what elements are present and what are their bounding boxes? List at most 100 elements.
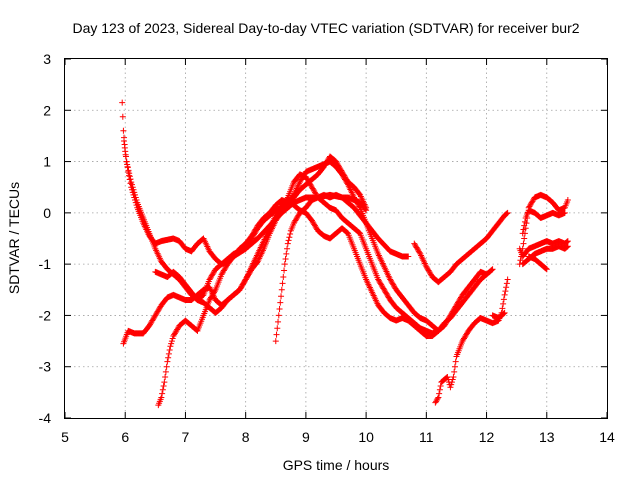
series-arc-h (432, 276, 511, 406)
data-point (500, 310, 507, 317)
data-point (282, 256, 289, 263)
series-arc-i (489, 309, 508, 321)
data-point (285, 237, 292, 244)
data-point (517, 257, 524, 264)
x-tick-label: 14 (599, 429, 615, 445)
data-point (162, 368, 169, 375)
y-tick-label: 2 (43, 102, 51, 118)
data-point (281, 267, 288, 274)
data-point (504, 276, 511, 283)
data-point (521, 218, 528, 225)
data-point (168, 338, 175, 345)
data-point (131, 189, 138, 196)
data-point (500, 300, 507, 307)
data-point (436, 390, 443, 397)
data-point (451, 368, 458, 375)
data-point (132, 194, 139, 201)
data-series (119, 99, 571, 409)
data-point (434, 395, 441, 402)
data-point (277, 299, 284, 306)
data-point (119, 113, 126, 120)
x-tick-label: 9 (302, 429, 310, 445)
data-point (124, 164, 131, 171)
y-tick-label: 3 (43, 51, 51, 67)
data-point (162, 373, 169, 380)
data-point (286, 234, 293, 241)
data-point (363, 207, 370, 214)
data-point (124, 161, 131, 168)
data-point (503, 284, 510, 291)
data-point (521, 235, 528, 242)
data-point (284, 240, 291, 247)
data-point (500, 296, 507, 303)
data-point (126, 173, 133, 180)
data-point (451, 363, 458, 370)
y-tick-label: -3 (39, 359, 52, 375)
y-tick-label: 0 (43, 205, 51, 221)
data-point (165, 354, 172, 361)
data-point (564, 197, 571, 204)
series-arc-j (516, 191, 571, 268)
data-point (281, 261, 288, 268)
data-point (164, 358, 171, 365)
data-point (121, 138, 128, 145)
x-tick-label: 5 (61, 429, 69, 445)
y-tick-label: -2 (39, 307, 52, 323)
data-point (284, 245, 291, 252)
data-point (287, 231, 294, 238)
data-point (133, 197, 140, 204)
data-point (436, 386, 443, 393)
data-point (129, 184, 136, 191)
x-tick-label: 8 (242, 429, 250, 445)
data-point (503, 280, 510, 287)
data-point (435, 327, 442, 334)
data-point (543, 265, 550, 272)
data-point (167, 343, 174, 350)
data-point (447, 384, 454, 391)
data-point (405, 253, 412, 260)
data-point (520, 226, 527, 233)
data-point (444, 373, 451, 380)
y-tick-label: -1 (39, 256, 52, 272)
data-point (502, 288, 509, 295)
data-point (278, 293, 285, 300)
data-point (161, 379, 168, 386)
data-point (128, 179, 135, 186)
series-arc-l (516, 238, 571, 260)
data-point (126, 170, 133, 177)
data-point (159, 386, 166, 393)
data-point (519, 230, 526, 237)
data-point (168, 340, 175, 347)
data-point (543, 266, 550, 273)
series-arc-n (525, 253, 550, 273)
data-point (279, 280, 286, 287)
data-point (132, 191, 139, 198)
data-point (275, 312, 282, 319)
data-point (452, 358, 459, 365)
data-point (158, 394, 165, 401)
data-point (499, 305, 506, 312)
data-point (437, 382, 444, 389)
data-point (564, 238, 571, 245)
data-point (520, 240, 527, 247)
data-point (521, 222, 528, 229)
x-tick-label: 7 (182, 429, 190, 445)
data-point (501, 291, 508, 298)
data-point (163, 363, 170, 370)
data-point (122, 151, 129, 158)
series-arc-f (272, 191, 370, 345)
data-point (449, 376, 456, 383)
data-point (169, 335, 176, 342)
y-axis-label: SDTVAR / TECUs (6, 182, 22, 294)
data-point (564, 243, 571, 250)
data-point (165, 350, 172, 357)
series-arc-m (519, 243, 571, 268)
data-point (211, 288, 218, 295)
data-point (280, 273, 287, 280)
x-tick-label: 6 (121, 429, 129, 445)
data-point (283, 250, 290, 257)
y-tick-label: 1 (43, 154, 51, 170)
data-point (503, 210, 510, 217)
data-point (448, 379, 455, 386)
